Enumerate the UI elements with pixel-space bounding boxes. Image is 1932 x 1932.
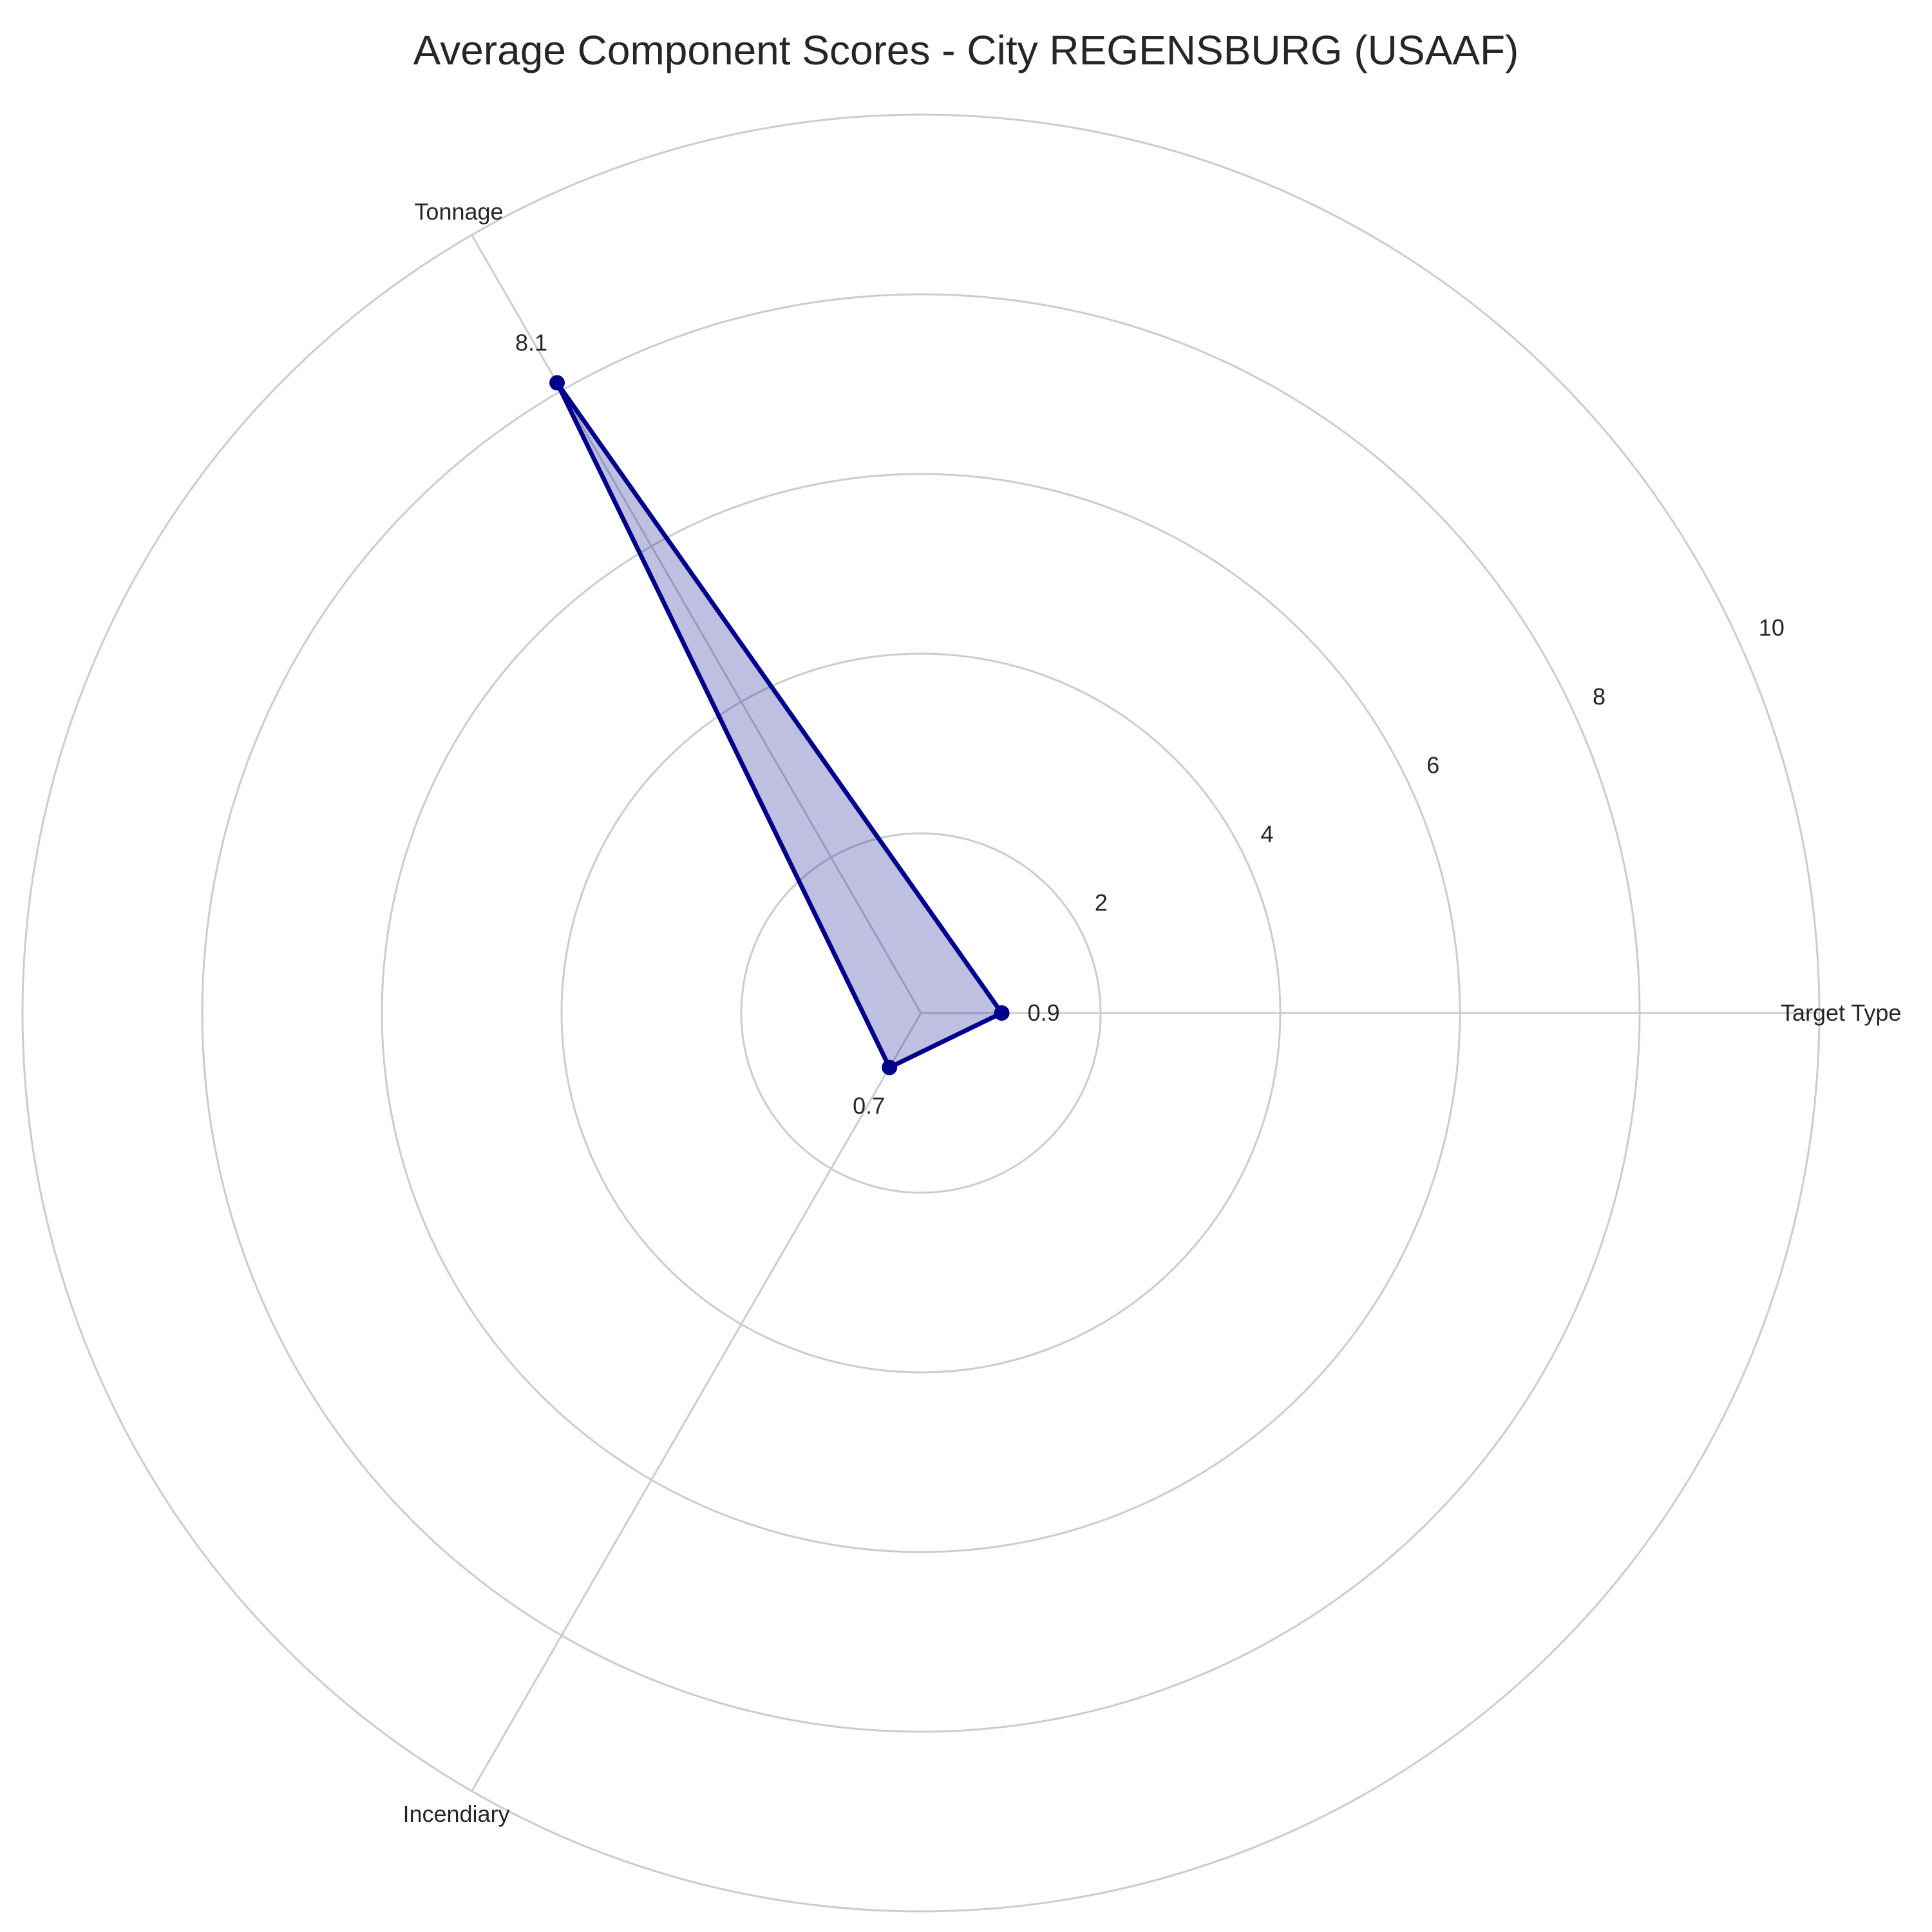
data-series [549,375,1010,1075]
radar-spokes [471,234,1819,1792]
spoke-1 [471,234,922,1014]
r-tick-label: 8 [1593,683,1605,710]
r-tick-label: 6 [1426,752,1439,779]
value-labels: 0.9 8.1 0.7 [515,329,1060,1119]
series-line [554,380,1004,1070]
value-label-1: 8.1 [515,329,547,355]
value-label-2: 0.7 [853,1093,885,1119]
spoke-2 [471,1012,922,1792]
radial-tick-labels: 2 4 6 8 10 [1095,614,1785,916]
chart-title: Average Component Scores - City REGENSBU… [413,27,1519,73]
category-label-1: Tonnage [414,198,503,225]
category-label-0: Target Type [1781,999,1901,1026]
r-tick-label: 4 [1261,820,1274,847]
value-label-0: 0.9 [1028,999,1060,1026]
r-tick-label: 2 [1095,889,1108,916]
data-point-0 [994,1005,1010,1021]
category-label-2: Incendiary [402,1801,509,1827]
series-area [557,383,1002,1068]
category-labels: Target Type Tonnage Incendiary [402,198,1901,1827]
data-point-1 [549,375,565,391]
r-tick-label: 10 [1759,614,1785,641]
data-point-2 [882,1059,898,1075]
